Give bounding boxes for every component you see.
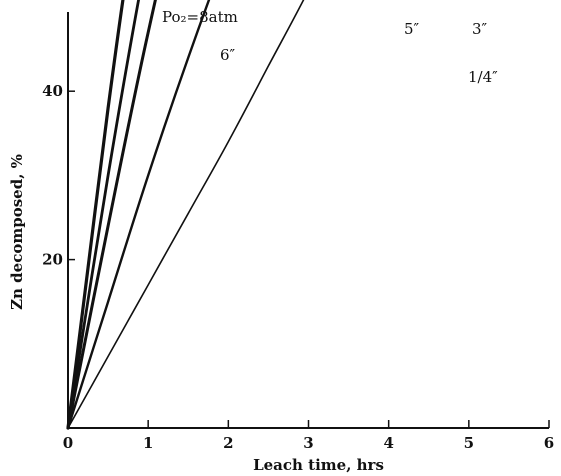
x-axis-title: Leach time, hrs	[253, 456, 384, 474]
series-line-1	[66, 0, 125, 430]
x-tick-label: 0	[63, 434, 73, 452]
x-axis: 0 1 2 3 4 5 6 Leach time, hrs	[63, 420, 554, 474]
curve-label-1: Po₂=8atm	[162, 8, 238, 26]
y-tick-label: 40	[42, 82, 63, 100]
x-tick-label: 6	[544, 434, 554, 452]
y-axis: 20406080 Zn decomposed, %	[8, 12, 75, 428]
y-tick-label: 20	[42, 251, 63, 269]
x-tick-label: 2	[223, 434, 233, 452]
curves	[66, 0, 305, 430]
x-tick-label: 3	[303, 434, 313, 452]
curve-label-2: 6″	[220, 46, 236, 64]
series-line-5	[67, 0, 305, 429]
x-tick-label: 5	[464, 434, 474, 452]
y-axis-title: Zn decomposed, %	[8, 154, 26, 310]
curve-label-3: 5″	[404, 20, 420, 38]
curve-labels: Po₂=8atm 6″ 5″ 3″ 1/4″	[162, 8, 498, 86]
curve-label-5: 1/4″	[468, 68, 498, 86]
series-line-3	[66, 0, 157, 430]
curve-label-4: 3″	[472, 20, 488, 38]
y-ticks: 20406080	[42, 82, 75, 269]
series-line-4	[66, 0, 211, 430]
x-tick-label: 1	[143, 434, 153, 452]
x-tick-label: 4	[383, 434, 393, 452]
x-ticks: 0 1 2 3 4 5 6	[63, 420, 554, 452]
series-line-2	[66, 0, 141, 430]
